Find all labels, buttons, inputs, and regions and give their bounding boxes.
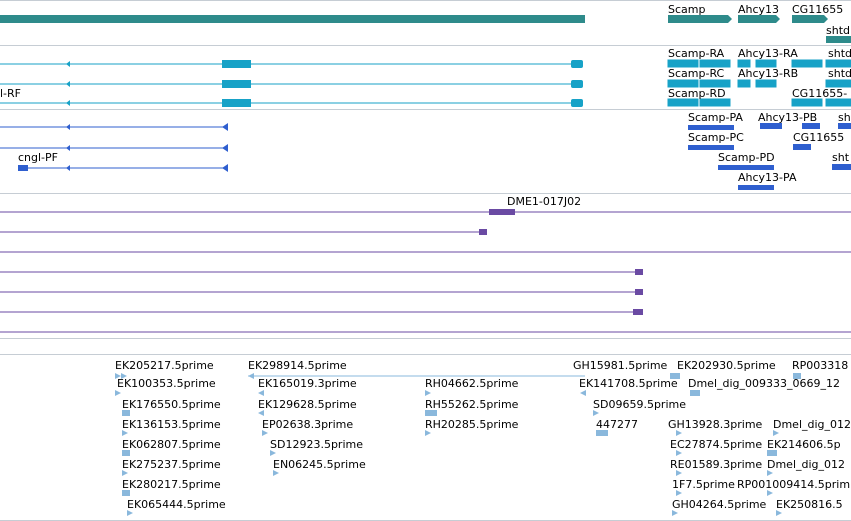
est-label[interactable]: 1F7.5prime [672,478,735,491]
transcript-label-scamp-rc[interactable]: Scamp-RC [668,67,725,80]
protein-label-cngl-pf[interactable]: cngl-PF [18,151,58,164]
transcript-label-shtd-2[interactable]: shtd [828,67,851,80]
transcript-label-ahcy13-ra[interactable]: Ahcy13-RA [738,47,798,60]
est-label[interactable]: EK136153.5prime [122,418,221,431]
protein-label-cg11655[interactable]: CG11655 [793,131,845,144]
est-track [115,373,801,516]
transcript-track [0,59,851,107]
est-label[interactable]: RP001009414.5prim [737,478,851,491]
gene-bar-scamp [668,15,732,23]
est-label[interactable]: EK165019.3prime [258,377,357,390]
est-label[interactable]: GH15981.5prime [573,359,668,372]
transcript-label-ahcy13-rb[interactable]: Ahcy13-RB [738,67,799,80]
transcript-label-shtd-1[interactable]: shtd [828,47,851,60]
transcript-label-cg11655[interactable]: CG11655- [792,87,848,100]
est-label[interactable]: Dmel_dig_012 [767,458,846,471]
transcript-label-cngl-rf[interactable]: l-RF [0,87,21,100]
est-label[interactable]: RP003318 [792,359,849,372]
est-label[interactable]: 447277 [596,418,638,431]
est-label[interactable]: EK062807.5prime [122,438,221,451]
est-label[interactable]: EK280217.5prime [122,478,221,491]
protein-track [0,123,851,190]
gene-track [0,15,851,43]
est-label[interactable]: Dmel_dig_012 [773,418,851,431]
gene-label-ahcy13[interactable]: Ahcy13 [738,3,780,16]
clone-track [0,209,851,333]
est-label[interactable]: EK275237.5prime [122,458,221,471]
est-label[interactable]: EP02638.3prime [262,418,354,431]
est-label[interactable]: EK205217.5prime [115,359,214,372]
est-label[interactable]: RH04662.5prime [425,377,519,390]
est-label[interactable]: RE01589.3prime [670,458,763,471]
est-label[interactable]: Dmel_dig_009333_0669_12 [688,377,841,390]
est-label[interactable]: EK214606.5p [767,438,841,451]
est-label[interactable]: SD09659.5prime [593,398,686,411]
est-label[interactable]: SD12923.5prime [270,438,363,451]
gene-bar-cngl [0,15,585,23]
gene-label-cg11655[interactable]: CG11655 [792,3,844,16]
gene-bar-cg11655 [792,15,828,23]
est-label[interactable]: GH13928.3prime [668,418,763,431]
protein-label-scamp-pa[interactable]: Scamp-PA [688,111,743,124]
transcript-label-scamp-rd[interactable]: Scamp-RD [668,87,726,100]
est-label[interactable]: EC27874.5prime [670,438,763,451]
est-label[interactable]: EK202930.5prime [677,359,776,372]
est-label[interactable]: EK141708.5prime [579,377,678,390]
protein-label-shtd-2[interactable]: sht [832,151,850,164]
protein-label-scamp-pc[interactable]: Scamp-PC [688,131,744,144]
protein-label-ahcy13-pa[interactable]: Ahcy13-PA [738,171,797,184]
gene-bar-ahcy13 [738,15,780,23]
est-label[interactable]: EK298914.5prime [248,359,347,372]
est-label[interactable]: EN06245.5prime [273,458,366,471]
est-label[interactable]: EK129628.5prime [258,398,357,411]
est-label[interactable]: EK100353.5prime [117,377,216,390]
gene-label-shtd[interactable]: shtd [826,24,850,37]
est-label[interactable]: RH55262.5prime [425,398,519,411]
protein-label-ahcy13-pb[interactable]: Ahcy13-PB [758,111,818,124]
est-label[interactable]: GH04264.5prime [672,498,767,511]
clone-label[interactable]: DME1-017J02 [507,195,582,208]
protein-label-shtd-1[interactable]: sht [838,111,851,124]
est-label[interactable]: RH20285.5prime [425,418,519,431]
transcript-label-scamp-ra[interactable]: Scamp-RA [668,47,725,60]
gene-label-scamp[interactable]: Scamp [668,3,706,16]
gene-bar-shtd [826,36,851,43]
protein-label-scamp-pd[interactable]: Scamp-PD [718,151,775,164]
est-label[interactable]: EK250816.5 [776,498,843,511]
est-label[interactable]: EK176550.5prime [122,398,221,411]
est-label[interactable]: EK065444.5prime [127,498,226,511]
